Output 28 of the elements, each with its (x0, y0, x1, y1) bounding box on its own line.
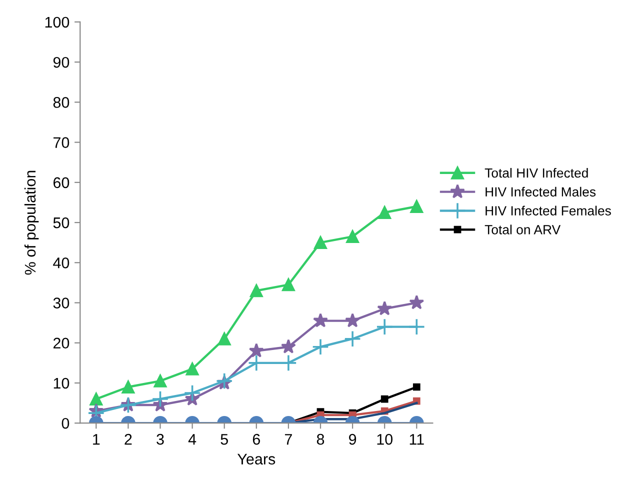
y-tick-label: 80 (53, 97, 70, 108)
x-tick-label: 11 (410, 434, 424, 445)
x-tick-label: 7 (284, 434, 292, 445)
y-tick-label: 90 (53, 56, 70, 68)
y-tick-label: 70 (54, 137, 70, 148)
y-tick-label: 60 (53, 177, 70, 188)
legend-label: Total HIV Infected (484, 168, 588, 178)
legend-label: HIV Infected Males (486, 186, 596, 197)
x-tick-label: 5 (220, 434, 228, 445)
y-tick-label: 30 (53, 298, 70, 308)
legend-label: Total on ARV (484, 224, 561, 234)
y-tick-label: 100 (45, 16, 70, 28)
x-tick-label: 6 (252, 434, 260, 445)
y-tick-label: 50 (53, 217, 70, 228)
x-tick-label: 3 (156, 434, 164, 445)
y-tick-label: 20 (53, 338, 70, 349)
x-tick-label: 4 (188, 434, 196, 445)
legend-label: HIV Infected Females (486, 206, 611, 216)
x-tick-label: 2 (124, 434, 132, 445)
y-tick-label: 0 (62, 418, 70, 429)
x-tick-label: 8 (316, 434, 324, 445)
x-tick-label: 9 (349, 434, 356, 445)
y-tick-label: 40 (53, 258, 70, 268)
x-tick-label: 10 (377, 434, 392, 445)
y-axis-title: % of population (24, 170, 39, 275)
y-tick-label: 10 (54, 378, 70, 389)
x-tick-label: 1 (93, 434, 100, 445)
x-axis-title: Years (237, 454, 276, 465)
